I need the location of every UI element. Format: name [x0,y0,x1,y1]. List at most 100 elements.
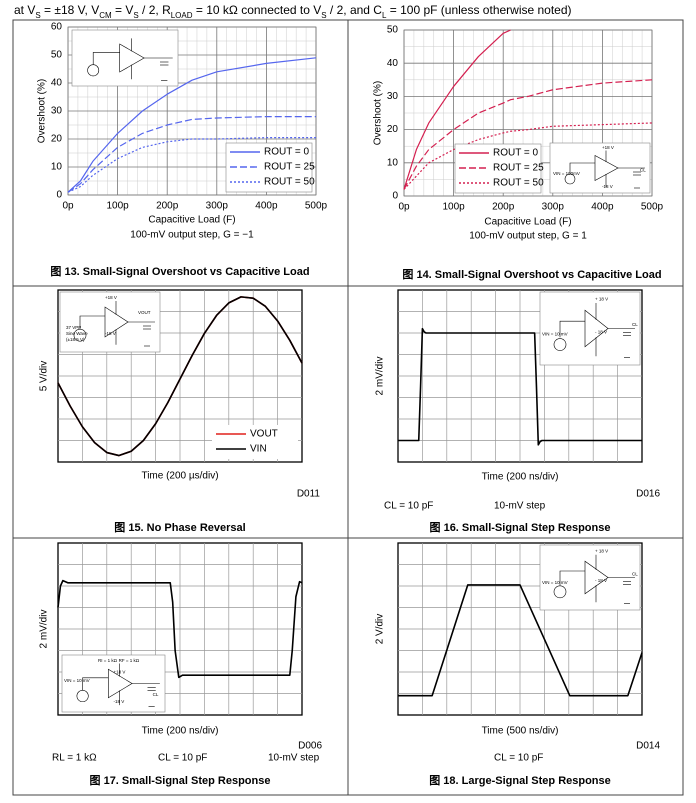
schematic-label: + 18 V [595,549,608,554]
x-tick-label: 300p [206,201,229,212]
subscript: CM [99,11,112,20]
legend-label: ROUT = 50 [493,178,544,189]
y-tick-label: 20 [387,124,399,135]
y-tick-label: 0 [392,191,398,202]
y-tick-label: 20 [51,134,63,145]
x-axis-label: Time (200 µs/div) [141,471,218,482]
figure-caption: 图 13. Small-Signal Overshoot vs Capaciti… [50,265,309,278]
schematic-label: - 18 V [595,578,607,583]
op-amp [594,154,619,182]
y-tick-label: 60 [51,22,63,33]
figure-code: D011 [297,489,321,500]
x-tick-label: 200p [492,202,515,213]
schematic-label: Sine Wave [66,331,88,336]
op-amp [584,309,609,348]
y-tick-label: 50 [387,25,399,36]
x-axis-label: Capacitive Load (F) [148,215,235,226]
op-amp [584,560,609,595]
figure-caption: 图 14. Small-Signal Overshoot vs Capaciti… [402,268,661,281]
x-tick-label: 500p [305,201,328,212]
figure-caption: 图 16. Small-Signal Step Response [430,521,611,534]
schematic-label: VIN = 100mV [553,171,580,176]
legend-label: ROUT = 50 [264,177,315,188]
x-axis-label: Capacitive Load (F) [484,217,571,228]
subscript: S [133,11,138,20]
conditions-header: at VS = ±18 V, VCM = VS / 2, RLOAD = 10 … [14,3,572,19]
y-tick-label: 10 [387,157,399,168]
data-line [403,79,653,190]
y-tick-label: 40 [387,58,399,69]
schematic-label: CL [153,692,159,697]
source [553,338,567,351]
x-axis-label: Time (200 ns/div) [482,472,559,483]
header-text: / 2, and C [327,3,383,17]
figure-caption: 图 15. No Phase Reversal [114,521,245,534]
subscript: L [382,11,387,20]
data-line [67,116,316,193]
schematic-label: -18 V [114,699,125,704]
x-tick-label: 200p [156,201,179,212]
schematic-label: - 18 V [595,329,607,334]
wire [559,570,585,586]
figure-note: CL = 10 pF [494,753,543,764]
schematic-label: CL [632,571,638,576]
x-axis-label: Time (500 ns/div) [482,726,559,737]
data-line [57,296,303,457]
data-line [67,137,316,193]
wire [79,315,105,330]
subscript: S [321,11,326,20]
figure-note: 10-mV step [268,753,320,764]
schematic-label: VOUT [138,310,151,315]
legend-label: ROUT = 25 [264,162,315,173]
header-text: / 2, R [139,3,171,17]
header-text: = 10 kΩ connected to V [193,3,322,17]
figure-code: D016 [636,489,660,500]
wire [92,52,120,65]
header-text: = ±18 V, V [41,3,100,17]
op-amp [104,306,129,338]
schematic-label: +18 V [114,669,126,674]
x-tick-label: 0p [62,201,74,212]
schematic-label: CL [632,322,638,327]
x-tick-label: 0p [398,202,410,213]
x-tick-label: 100p [106,201,129,212]
x-tick-label: 300p [542,202,565,213]
schematic-label: RI = 1 kΩ [98,658,118,663]
header-text: = 100 pF (unless otherwise noted) [386,3,571,17]
y-tick-label: 30 [51,106,63,117]
data-line [57,579,303,679]
schematic-label: CL [640,168,646,173]
x-tick-label: 400p [255,201,278,212]
legend-label: ROUT = 0 [264,147,310,158]
schematic-label: + 18 V [595,296,608,301]
figure-code: D014 [636,741,660,752]
data-line [403,122,653,190]
wire [559,320,585,338]
y-axis-label: Overshoot (%) [373,81,384,145]
op-amp [119,43,145,73]
figure-subtitle: 100-mV output step, G = −1 [130,230,254,241]
legend-box [212,425,298,459]
data-line [403,29,511,190]
figure-note: CL = 10 pF [158,753,207,764]
schematic-label: VIN = 10 mV [542,332,568,337]
subscript: LOAD [171,11,193,20]
wire [569,162,595,174]
schematic-label: VIN = 10 mV [542,580,568,585]
schematic-label: VIN = 10 mV [64,678,90,683]
x-tick-label: 400p [591,202,614,213]
data-line [398,327,642,446]
x-tick-label: 100p [442,202,465,213]
y-tick-label: 50 [51,50,63,61]
legend-label: VIN [250,444,267,455]
legend-label: VOUT [250,429,278,440]
figure-caption: 图 17. Small-Signal Step Response [90,774,271,787]
schematic-label: -18 V [105,331,116,336]
y-axis-label: 2 V/div [375,614,386,645]
figure-note: 10-mV step [494,501,546,512]
schematic-label: -18 V [602,184,613,189]
op-amp [108,668,133,699]
figure-note: RL = 1 kΩ [52,753,97,764]
